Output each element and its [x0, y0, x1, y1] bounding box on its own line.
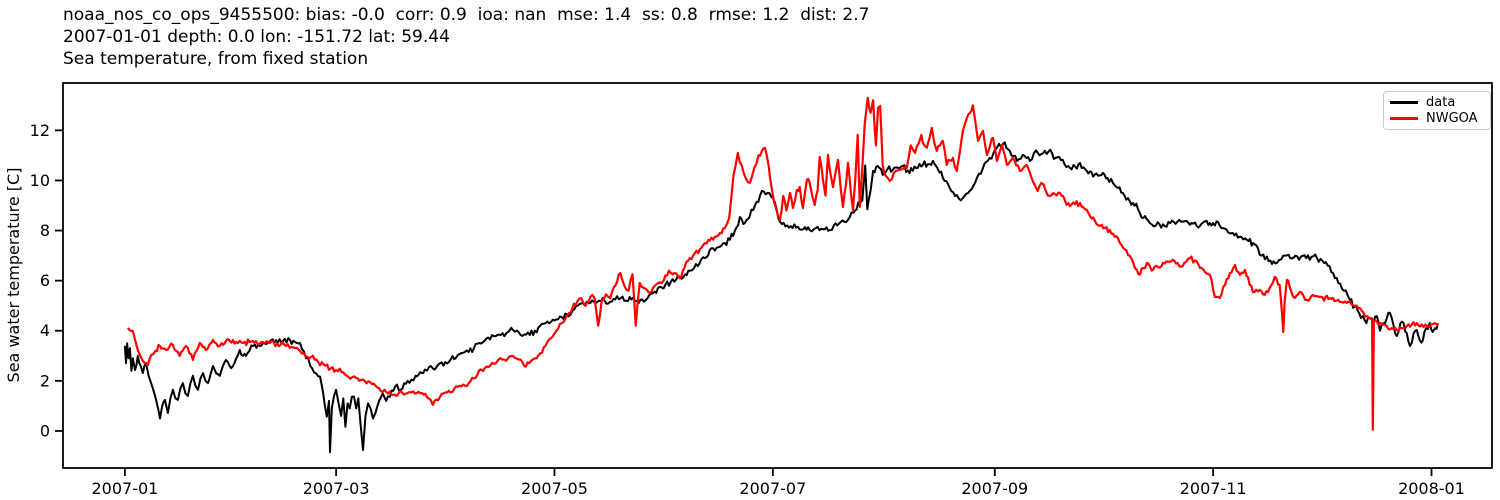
y-tick-label: 12	[30, 121, 50, 140]
legend-label-nwgoa: NWGOA	[1426, 111, 1478, 127]
legend: data NWGOA	[1383, 91, 1491, 130]
legend-line-sample-data	[1390, 100, 1418, 104]
x-tick-label: 2008-01	[1398, 479, 1465, 498]
series-line-nwgoa	[126, 96, 1439, 431]
plot-frame	[62, 82, 1493, 469]
legend-item-nwgoa: NWGOA	[1390, 111, 1484, 127]
y-tick-label: 0	[40, 421, 50, 440]
legend-item-data: data	[1390, 94, 1484, 110]
chart-title-description: Sea temperature, from fixed station	[63, 49, 369, 69]
x-tick-label: 2007-09	[961, 479, 1028, 498]
y-tick-label: 2	[40, 371, 50, 390]
chart-title-station-meta: 2007-01-01 depth: 0.0 lon: -151.72 lat: …	[63, 27, 450, 47]
x-tick-label: 2007-01	[91, 479, 158, 498]
legend-line-sample-nwgoa	[1390, 117, 1418, 121]
y-tick-label: 6	[40, 271, 50, 290]
legend-label-data: data	[1426, 94, 1456, 110]
x-tick-label: 2007-11	[1180, 479, 1247, 498]
y-tick-label: 8	[40, 221, 50, 240]
chart-title-stats: noaa_nos_co_ops_9455500: bias: -0.0 corr…	[63, 5, 870, 25]
y-tick-label: 4	[40, 321, 50, 340]
x-tick-label: 2007-03	[303, 479, 370, 498]
series-line-data	[123, 141, 1439, 454]
y-tick-label: 10	[30, 171, 50, 190]
x-tick-label: 2007-07	[739, 479, 806, 498]
x-tick-label: 2007-05	[521, 479, 588, 498]
